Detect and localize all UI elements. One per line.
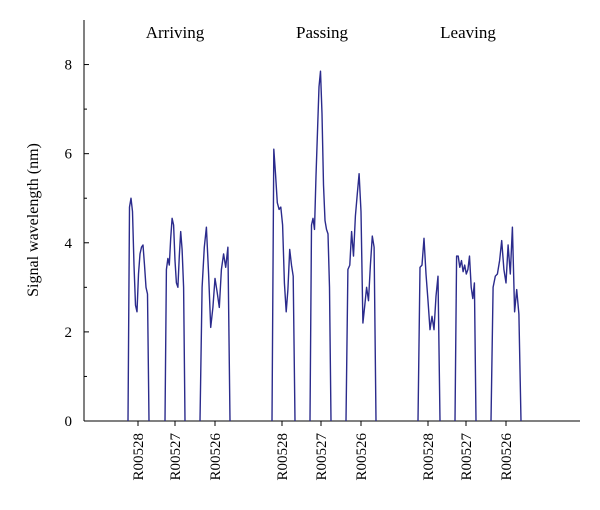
series-line-leaving-r00526 xyxy=(490,226,522,422)
y-ticks: 0 2 4 6 8 xyxy=(65,58,89,430)
x-tick-label: R00526 xyxy=(208,433,224,481)
y-axis-title: Signal wavelength (nm) xyxy=(25,143,42,297)
group-label-arriving: Arriving xyxy=(146,23,205,42)
series-line-leaving-r00527 xyxy=(454,255,477,422)
x-tick-label: R00527 xyxy=(459,433,475,481)
y-axis: Signal wavelength (nm) 0 2 4 6 8 xyxy=(25,20,89,430)
y-tick-label: 4 xyxy=(65,236,73,252)
series-line-arriving-r00528 xyxy=(127,197,150,422)
x-tick-label: R00528 xyxy=(131,433,147,481)
series-line-passing-r00528 xyxy=(271,148,296,422)
x-tick-label: R00527 xyxy=(314,433,330,481)
x-axis: R00528 R00527 R00526 R00528 R00527 R00526 R005… xyxy=(84,420,580,481)
y-tick-label: 6 xyxy=(65,147,73,163)
group-label-leaving: Leaving xyxy=(440,23,496,42)
series-line-passing-r00527 xyxy=(309,70,332,422)
x-tick-label: R00528 xyxy=(275,433,291,481)
x-ticks: R00528 R00527 R00526 R00528 R00527 R00526 R005… xyxy=(131,421,515,481)
group-label-passing: Passing xyxy=(296,23,348,42)
y-tick-label: 2 xyxy=(65,325,73,341)
plot-lines xyxy=(127,70,522,422)
y-tick-label: 0 xyxy=(65,414,73,430)
series-line-leaving-r00528 xyxy=(417,237,441,422)
series-line-arriving-r00526 xyxy=(199,226,231,422)
x-tick-label: R00528 xyxy=(421,433,437,481)
x-tick-label: R00526 xyxy=(499,433,515,481)
series-line-passing-r00526 xyxy=(345,172,377,422)
x-tick-label: R00526 xyxy=(354,433,370,481)
y-tick-label: 8 xyxy=(65,58,73,74)
x-tick-label: R00527 xyxy=(168,433,184,481)
series-line-arriving-r00527 xyxy=(164,217,186,422)
group-labels: Arriving Passing Leaving xyxy=(146,23,497,42)
